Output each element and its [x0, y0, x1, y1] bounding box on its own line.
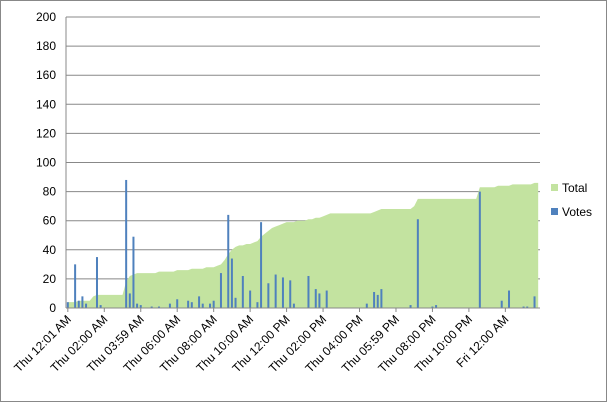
bar — [325, 290, 328, 308]
bar — [176, 299, 179, 308]
y-tick-label: 100 — [36, 156, 56, 170]
bar — [234, 297, 237, 308]
bar — [365, 303, 368, 308]
legend-swatch — [551, 184, 558, 191]
bar — [289, 280, 292, 308]
bar — [77, 300, 80, 308]
bar — [219, 273, 222, 308]
bar — [533, 296, 536, 308]
bar — [128, 293, 131, 308]
bar — [318, 293, 321, 308]
bar — [209, 303, 212, 308]
bar — [508, 290, 511, 308]
bar — [95, 257, 98, 308]
bar — [500, 300, 503, 308]
bar — [81, 296, 84, 308]
bar — [125, 179, 128, 308]
y-tick-label: 140 — [36, 97, 56, 111]
bar — [292, 303, 295, 308]
bar — [187, 300, 190, 308]
bar — [260, 222, 263, 308]
bar — [139, 305, 142, 308]
y-tick-label: 80 — [43, 185, 57, 199]
bar — [241, 275, 244, 308]
y-tick-label: 200 — [36, 10, 56, 24]
bar — [99, 305, 102, 308]
bar — [136, 303, 139, 308]
bar — [380, 289, 383, 308]
bar — [376, 294, 379, 308]
bar — [227, 214, 230, 308]
bar — [431, 306, 434, 308]
legend-swatch — [551, 208, 558, 215]
y-tick-label: 20 — [43, 272, 57, 286]
bar — [416, 219, 419, 308]
bar — [168, 303, 171, 308]
legend-label: Total — [562, 181, 587, 195]
bar — [307, 275, 310, 308]
bar — [157, 306, 160, 308]
bar — [267, 283, 270, 308]
bar — [132, 236, 135, 308]
bar — [150, 306, 153, 308]
bar — [66, 302, 69, 308]
bar — [373, 291, 376, 308]
bar — [409, 305, 412, 308]
bar — [256, 302, 259, 308]
bar — [74, 264, 77, 308]
bar — [230, 258, 233, 308]
y-tick-label: 0 — [49, 301, 56, 315]
bar — [201, 303, 204, 308]
area — [67, 182, 539, 308]
bar — [281, 277, 284, 308]
bar — [478, 191, 481, 308]
bar — [249, 290, 252, 308]
bar — [522, 306, 525, 308]
y-tick-label: 40 — [43, 243, 57, 257]
bar — [435, 305, 438, 308]
y-tick-label: 180 — [36, 39, 56, 53]
legend-label: Votes — [562, 205, 592, 219]
bar — [190, 302, 193, 308]
bar — [526, 306, 529, 308]
bar — [85, 303, 88, 308]
y-tick-label: 120 — [36, 126, 56, 140]
bar — [274, 274, 277, 308]
bar — [314, 289, 317, 308]
y-tick-label: 60 — [43, 214, 57, 228]
y-tick-label: 160 — [36, 68, 56, 82]
bar — [212, 300, 215, 308]
bar — [198, 296, 201, 308]
